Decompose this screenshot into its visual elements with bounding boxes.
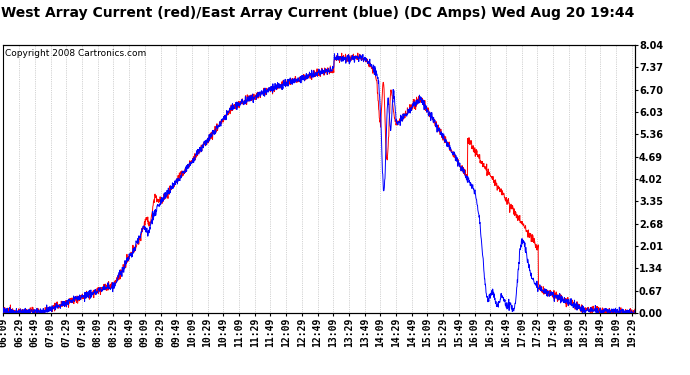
Text: Copyright 2008 Cartronics.com: Copyright 2008 Cartronics.com	[5, 49, 146, 58]
Text: West Array Current (red)/East Array Current (blue) (DC Amps) Wed Aug 20 19:44: West Array Current (red)/East Array Curr…	[1, 6, 634, 20]
